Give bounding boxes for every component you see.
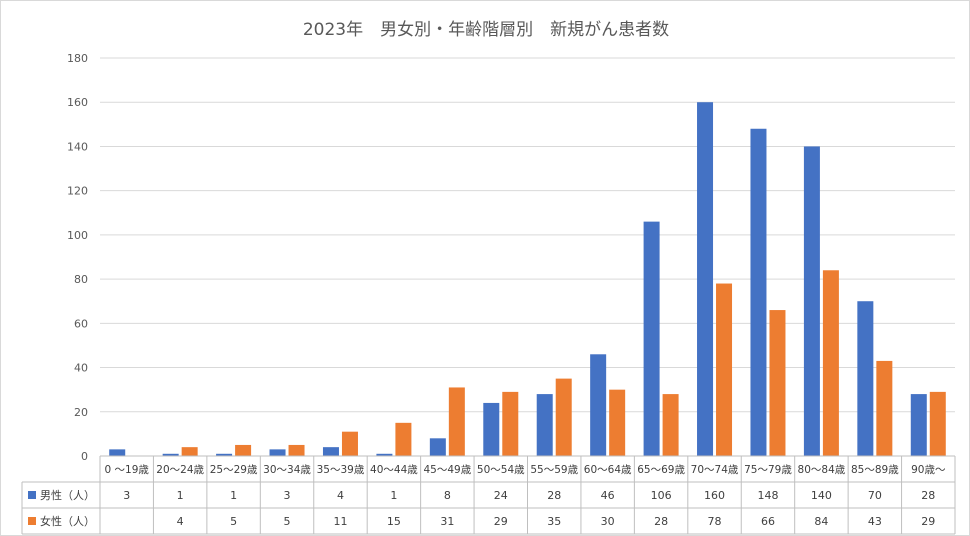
data-label: 11 [333,515,347,528]
bar-female-5 [395,422,412,456]
category-label: 25～29歳 [210,464,258,476]
category-label: 80～84歳 [798,464,846,476]
bar-female-2 [235,444,252,456]
data-label: 84 [814,515,828,528]
data-label: 31 [440,515,454,528]
bar-female-7 [502,391,519,456]
data-label: 106 [651,489,672,502]
bar-male-13 [803,146,820,456]
bar-female-1 [181,447,198,456]
data-table: 0 ～19歳 20～24歳 25～29歳 30～34歳 35～39歳 40～44歳 45～4… [21,455,956,535]
data-label: 28 [547,489,561,502]
data-label: 3 [284,489,291,502]
category-label: 40～44歳 [370,464,418,476]
category-label: 60～64歳 [584,464,632,476]
legend-swatch-female [28,517,36,525]
category-label: 65～69歳 [637,464,685,476]
bar-male-2 [216,453,233,456]
category-label: 35～39歳 [317,464,365,476]
data-label: 1 [230,489,237,502]
y-tick-label: 60 [74,317,88,330]
bar-female-4 [341,431,358,456]
bar-male-0 [109,449,126,456]
category-label: 55～59歳 [530,464,578,476]
bar-female-11 [716,283,733,456]
data-label: 5 [284,515,291,528]
bar-male-5 [376,453,393,456]
category-label: 50～54歳 [477,464,525,476]
y-tick-label: 140 [67,140,88,153]
bar-female-15 [929,391,946,456]
bar-female-10 [662,394,679,456]
legend-label-male: 男性（人） [40,488,95,502]
y-tick-label: 80 [74,273,88,286]
data-label: 4 [177,515,184,528]
bar-male-9 [590,354,607,456]
category-label: 0 ～19歳 [105,464,150,476]
chart-title: 2023年 男女別・年齢階層別 新規がん患者数 [302,20,670,40]
y-axis: 0 20 40 60 80 100 120 140 160 180 [67,52,88,463]
category-label: 75～79歳 [744,464,792,476]
bar-female-12 [769,310,786,456]
bar-female-9 [609,389,626,456]
data-label: 29 [921,515,935,528]
data-label: 70 [868,489,882,502]
data-label: 30 [601,515,615,528]
y-tick-label: 20 [74,406,88,419]
legend-swatch-male [28,491,36,499]
y-tick-label: 160 [67,96,88,109]
y-tick-label: 180 [67,52,88,65]
data-label: 28 [921,489,935,502]
data-label: 66 [761,515,775,528]
bar-male-15 [910,394,927,456]
bar-male-14 [857,301,874,456]
data-label: 140 [811,489,832,502]
category-label: 20～24歳 [156,464,204,476]
data-label: 148 [757,489,778,502]
data-label: 29 [494,515,508,528]
bar-male-4 [322,447,339,456]
data-label: 160 [704,489,725,502]
y-tick-label: 100 [67,229,88,242]
bar-male-12 [750,128,767,456]
bar-female-3 [288,444,305,456]
data-label: 8 [444,489,451,502]
data-label: 46 [601,489,615,502]
bar-male-6 [429,438,446,456]
data-label: 35 [547,515,561,528]
data-label: 1 [390,489,397,502]
category-label: 30～34歳 [263,464,311,476]
bar-female-8 [555,378,572,456]
bar-female-13 [822,270,839,456]
y-tick-label: 0 [81,450,88,463]
data-label: 28 [654,515,668,528]
bar-male-11 [697,102,714,456]
bar-male-1 [162,453,179,456]
category-label: 90歳～ [911,464,946,476]
data-label: 43 [868,515,882,528]
bar-male-8 [536,394,553,456]
category-label: 85～89歳 [851,464,899,476]
data-label: 24 [494,489,508,502]
data-label: 5 [230,515,237,528]
legend-label-female: 女性（人） [40,514,95,528]
bar-male-7 [483,402,500,456]
bar-female-14 [876,360,893,456]
data-label: 1 [177,489,184,502]
bar-male-10 [643,221,660,456]
bar-male-3 [269,449,286,456]
data-label: 3 [123,489,130,502]
category-label: 70～74歳 [691,464,739,476]
data-label: 78 [708,515,722,528]
y-tick-label: 120 [67,185,88,198]
data-label: 4 [337,489,344,502]
data-label: 15 [387,515,401,528]
bar-female-6 [448,387,465,456]
category-label: 45～49歳 [423,464,471,476]
y-tick-label: 40 [74,362,88,375]
bars [109,102,946,456]
